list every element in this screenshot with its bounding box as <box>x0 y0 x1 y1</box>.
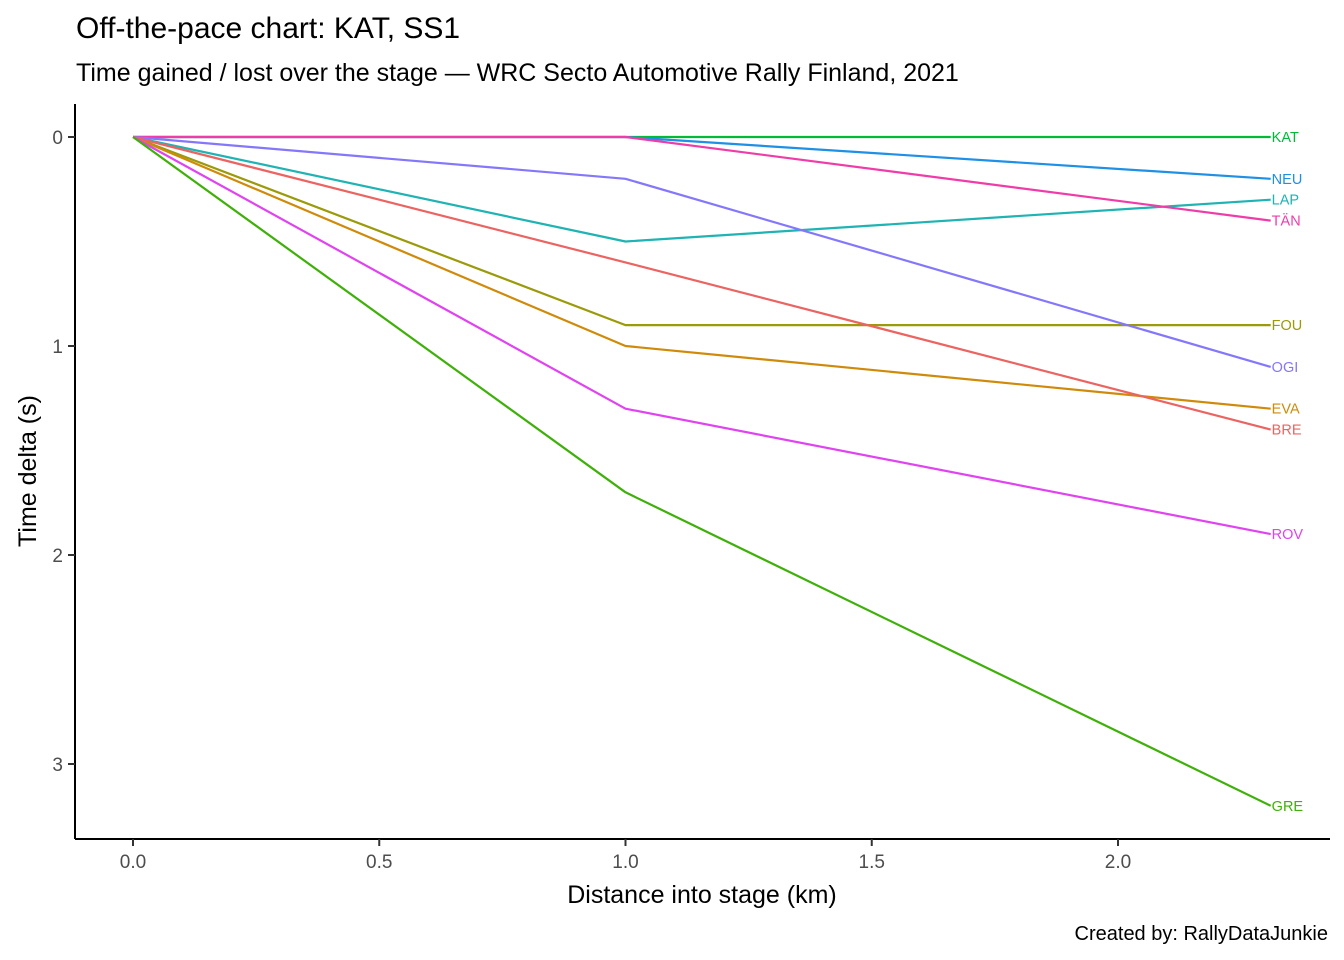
y-ticks: 0 1 2 3 <box>52 128 75 776</box>
series-label: LAP <box>1272 193 1299 209</box>
axes <box>74 104 1330 840</box>
x-axis-label: Distance into stage (km) <box>567 881 837 909</box>
chart-caption: Created by: RallyDataJunkie <box>1074 923 1328 945</box>
x-tick-label: 2.0 <box>1105 852 1131 873</box>
series-label: GRE <box>1272 799 1304 815</box>
series-line-eva <box>132 135 1271 410</box>
x-tick-label: 0.5 <box>366 852 392 873</box>
y-tick-label: 1 <box>52 337 63 358</box>
y-tick-label: 3 <box>52 755 63 776</box>
series-label: EVA <box>1272 402 1300 418</box>
x-tick-label: 0.0 <box>120 852 146 873</box>
series-line-gre <box>132 136 1272 807</box>
series-label: BRE <box>1272 423 1302 439</box>
x-tick-label: 1.5 <box>859 852 885 873</box>
series-label: KAT <box>1272 130 1299 146</box>
series-label: ROV <box>1272 527 1304 543</box>
y-tick-label: 0 <box>52 128 63 149</box>
series-line-ogi <box>132 135 1272 368</box>
series-label: FOU <box>1272 318 1303 334</box>
series-lines <box>132 135 1272 807</box>
series-line-tän <box>133 135 1271 222</box>
series-label: NEU <box>1272 172 1303 188</box>
series-label: TÄN <box>1272 213 1301 230</box>
series-label: OGI <box>1272 360 1299 376</box>
x-ticks: 0.0 0.5 1.0 1.5 2.0 <box>120 839 1131 873</box>
series-line-bre <box>132 135 1271 431</box>
x-tick-label: 1.0 <box>612 852 638 873</box>
y-axis-label: Time delta (s) <box>14 395 42 547</box>
series-line-rov <box>132 136 1271 536</box>
chart-title: Off-the-pace chart: KAT, SS1 <box>76 12 461 45</box>
series-line-fou <box>132 135 1271 327</box>
series-line-lap <box>132 135 1271 243</box>
chart-subtitle: Time gained / lost over the stage — WRC … <box>76 59 959 87</box>
y-tick-label: 2 <box>52 546 63 567</box>
series-end-labels: KAT NEU LAP TÄN FOU OGI EVA BRE ROV GRE <box>1272 130 1304 815</box>
